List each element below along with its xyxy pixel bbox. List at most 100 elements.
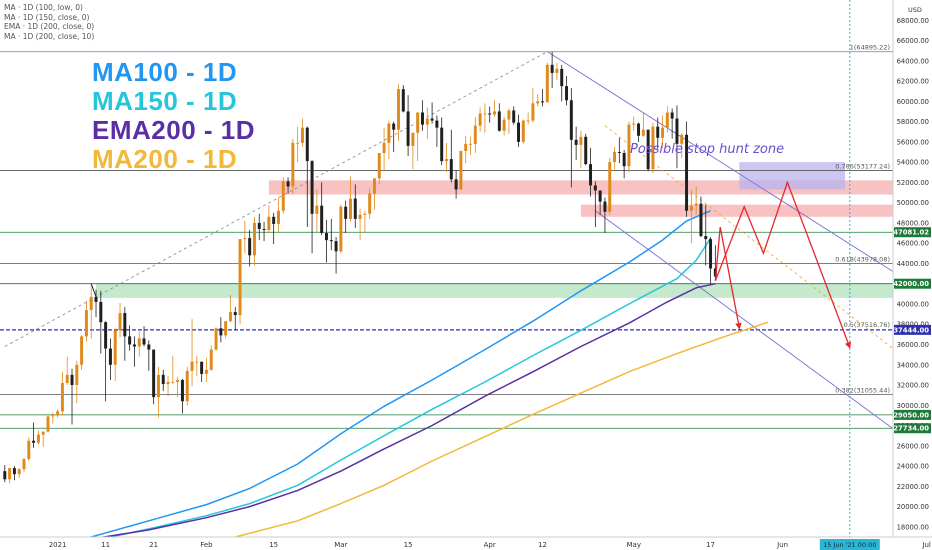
price-tag-label: 29050.00: [893, 411, 929, 419]
y-tick-label: 36000.00: [897, 341, 929, 349]
hunt-zone: [739, 162, 845, 190]
candle-body: [517, 122, 521, 142]
candle-body: [219, 328, 223, 336]
candle-body: [502, 119, 506, 131]
candle-body: [185, 370, 189, 402]
x-tick-label: 15: [404, 541, 413, 549]
y-tick-label: 48000.00: [897, 219, 929, 227]
candle-body: [104, 322, 108, 349]
ema200-label: EMA200 - 1D: [92, 115, 255, 145]
candle-body: [526, 120, 530, 122]
indicator-legend-item[interactable]: MA · 1D (150, close, 0): [4, 12, 90, 22]
indicator-legend-item[interactable]: MA · 1D (100, low, 0): [4, 3, 83, 12]
candle-body: [56, 411, 60, 416]
y-tick-label: 56000.00: [897, 138, 929, 146]
series-ma100-line: [90, 210, 711, 537]
candle-body: [589, 164, 593, 186]
candle-body: [310, 161, 314, 214]
candle-body: [641, 129, 645, 136]
candle-body: [281, 181, 285, 211]
candle-body: [565, 86, 569, 101]
candle-body: [459, 150, 463, 190]
candle-body: [469, 143, 472, 145]
trend-line-channel: [547, 51, 893, 272]
x-tick-label: Mar: [334, 541, 347, 549]
candle-body: [541, 101, 545, 103]
candle-body: [382, 142, 386, 153]
currency-label: USD: [908, 6, 922, 14]
candle-body: [12, 468, 16, 475]
plot-area: 1(64895.22) 0.786(53177.24) 0.618(43978.08…: [0, 0, 893, 537]
candle-body: [593, 185, 597, 191]
candle-body: [689, 205, 693, 211]
x-tick-label: 15: [269, 541, 278, 549]
fib-level-label: 0.5(37516.76): [844, 321, 890, 329]
candle-body: [521, 120, 525, 142]
candle-body: [286, 181, 290, 187]
candle-body: [454, 179, 458, 190]
candle-body: [545, 64, 549, 103]
candle-body: [200, 361, 204, 374]
candle-body: [622, 152, 626, 167]
trend-line-channel: [595, 210, 893, 429]
candle-body: [228, 312, 232, 322]
candle-body: [320, 205, 324, 234]
x-axis: 2021 11 21 Feb 15 Mar 15 Apr 12 May 17 Jun Jul 15 Jun…: [49, 539, 931, 550]
candle-body: [70, 374, 74, 386]
y-tick-label: 18000.00: [897, 523, 929, 531]
candle-body: [32, 440, 36, 443]
price-tag-label: 47081.02: [893, 229, 929, 237]
indicator-legend-item[interactable]: EMA · 1D (200, close, 0): [4, 22, 95, 31]
candle-body: [272, 216, 276, 224]
candle-body: [656, 126, 660, 138]
y-tick-label: 34000.00: [897, 361, 929, 369]
price-tag-box: [894, 423, 931, 434]
candle-body: [670, 112, 674, 119]
series-ema200-line: [99, 282, 716, 537]
candle-body: [560, 68, 564, 87]
candle-body: [132, 344, 136, 347]
candle-body: [75, 364, 79, 386]
candle-body: [387, 123, 391, 143]
candle-body: [305, 127, 309, 162]
candle-body: [137, 338, 141, 347]
candle-body: [685, 134, 689, 211]
candle-body: [368, 193, 372, 214]
candle-body: [358, 214, 362, 219]
candle-body: [89, 296, 93, 311]
candle-body: [704, 236, 708, 240]
price-tag-label: 27734.00: [893, 425, 929, 433]
x-tick-label: Jun: [776, 541, 788, 549]
y-tick-label: 46000.00: [897, 240, 929, 248]
candle-body: [214, 328, 218, 350]
time-tag-box: [819, 539, 880, 550]
candle-body: [348, 198, 352, 219]
y-tick-label: 58000.00: [897, 118, 929, 126]
indicator-legend-item[interactable]: MA · 1D (200, close, 10): [4, 31, 95, 41]
candle-body: [243, 238, 247, 240]
candle-body: [46, 416, 50, 432]
candle-body: [17, 469, 21, 475]
candle-body: [363, 213, 367, 215]
y-tick-label: 20000.00: [897, 503, 929, 511]
candle-body: [118, 313, 122, 331]
candle-body: [425, 118, 429, 125]
candle-body: [8, 468, 12, 480]
price-tag-label: 42000.00: [893, 280, 929, 288]
candle-body: [598, 190, 602, 202]
candle-body: [603, 201, 607, 212]
candle-body: [315, 205, 319, 214]
candle-body: [84, 310, 88, 337]
candle-body: [569, 100, 573, 140]
y-tick-label: 22000.00: [897, 483, 929, 491]
candle-body: [296, 142, 300, 144]
series-ma150-line: [106, 237, 712, 537]
price-tag-box: [894, 278, 931, 289]
y-tick-label: 30000.00: [897, 402, 929, 410]
candle-body: [449, 159, 453, 180]
candle-body: [464, 143, 468, 151]
x-tick-label: 2021: [49, 541, 67, 549]
candle-body: [262, 228, 266, 230]
